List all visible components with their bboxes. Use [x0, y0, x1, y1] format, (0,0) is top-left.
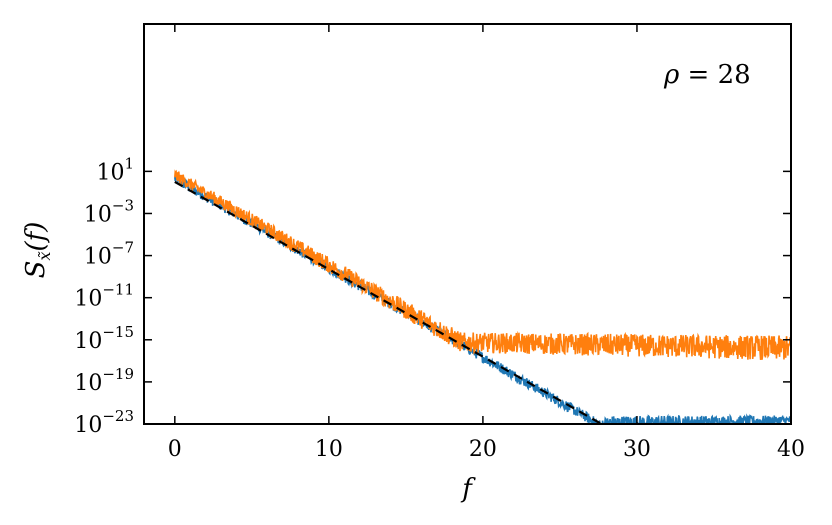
x-tick-label: 20 [469, 437, 497, 462]
y-axis-label: Sx̃(f) [21, 222, 54, 279]
y-label-sub: x̃ [35, 251, 54, 260]
series-layer [174, 169, 791, 424]
y-tick-label: 10−23 [74, 407, 134, 438]
rho-value: = 28 [679, 60, 750, 90]
x-axis-label: f [460, 474, 476, 504]
y-tick-label: 10−7 [84, 239, 134, 270]
fit-dashed-line [174, 180, 603, 424]
x-tick-label: 10 [315, 437, 343, 462]
y-label-main: S [21, 261, 51, 279]
series-line-0 [174, 174, 791, 424]
y-label-arg: (f) [21, 222, 51, 252]
x-tick-label: 0 [168, 437, 182, 462]
y-axis-ticks: 101 10−3 10−7 10−11 10−15 10−19 10−23 [74, 154, 791, 438]
x-tick-label: 30 [623, 437, 651, 462]
y-tick-label: 10−11 [74, 281, 134, 312]
series-line-1 [174, 169, 791, 360]
svg-text:Sx̃(f): Sx̃(f) [21, 222, 54, 279]
plot-frame [143, 23, 792, 425]
x-axis-ticks: 0 10 20 30 40 [168, 24, 805, 462]
y-tick-label: 101 [96, 154, 134, 185]
y-tick-label: 10−3 [84, 196, 134, 227]
y-tick-label: 10−15 [74, 323, 134, 354]
x-tick-label: 40 [777, 437, 805, 462]
rho-annotation: ρ = 28 [663, 60, 751, 90]
rho-symbol: ρ [663, 60, 680, 90]
y-tick-label: 10−19 [74, 365, 134, 396]
